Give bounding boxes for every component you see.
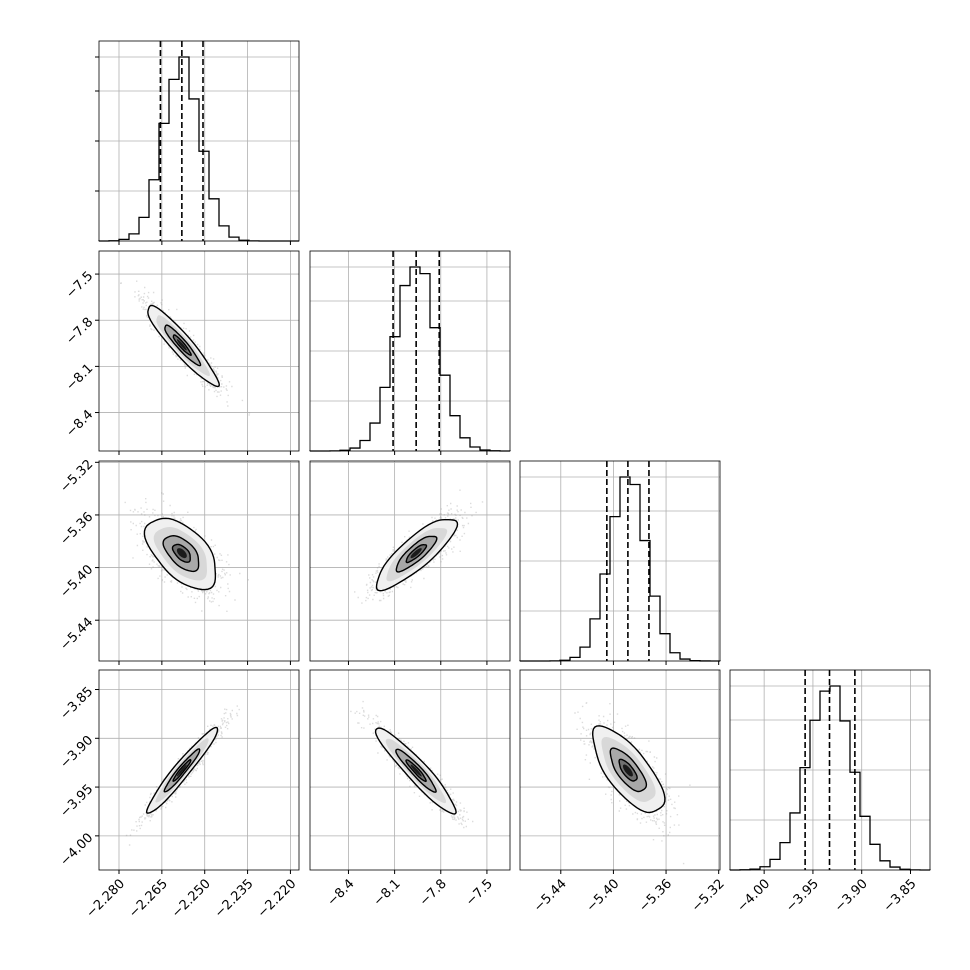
density-peak: [622, 764, 633, 777]
contour-line: [395, 748, 437, 793]
density-peak: [410, 764, 422, 777]
contour-line: [143, 517, 217, 591]
density-peak: [176, 339, 187, 351]
histogram-step-line: [520, 476, 721, 662]
panel-frame: [309, 669, 511, 871]
histogram-panel-2: [309, 250, 511, 452]
x-tick-label: −8.1: [371, 876, 404, 909]
contour-line: [162, 534, 200, 573]
y-tick-label: −7.5: [63, 269, 96, 302]
contour-line: [405, 544, 428, 564]
panel-frame: [98, 250, 300, 452]
contour-line: [145, 726, 219, 814]
density-peak: [410, 548, 422, 559]
y-tick-label: −8.1: [63, 361, 96, 394]
y-tick-label: −5.32: [58, 457, 97, 496]
contour-line: [164, 324, 202, 367]
y-tick-label: −3.95: [58, 782, 97, 821]
x-tick-label: −2.265: [126, 876, 171, 921]
x-tick-label: −5.32: [689, 876, 728, 915]
scatter-panel-3-1: [98, 460, 300, 662]
histogram-step-line: [309, 266, 511, 452]
contour-line: [609, 747, 648, 793]
density-peak: [176, 764, 187, 777]
x-tick-label: −3.95: [783, 876, 822, 915]
y-tick-label: −8.4: [63, 407, 96, 440]
histogram-panel-3: [519, 460, 721, 662]
panel-frame: [309, 250, 511, 452]
contour-line: [172, 759, 192, 782]
x-tick-label: −8.4: [325, 876, 358, 909]
y-tick-label: −5.40: [58, 562, 97, 601]
x-tick-label: −2.250: [169, 876, 214, 921]
x-tick-label: −5.44: [531, 876, 570, 915]
panel-frame: [519, 460, 721, 662]
panel-frame: [98, 669, 300, 871]
panel-frame: [98, 460, 300, 662]
panel-frame: [519, 669, 721, 871]
x-tick-label: −7.8: [417, 876, 450, 909]
x-tick-label: −3.85: [881, 876, 920, 915]
x-tick-label: −3.90: [832, 876, 871, 915]
histogram-panel-1: [98, 40, 300, 242]
y-tick-label: −7.8: [63, 315, 96, 348]
y-tick-label: −5.44: [58, 615, 97, 654]
x-tick-label: −2.220: [255, 876, 300, 921]
contour-line: [172, 334, 192, 357]
x-tick-label: −4.00: [734, 876, 773, 915]
contour-line: [147, 304, 221, 388]
panel-frame: [309, 460, 511, 662]
scatter-panel-4-1: [98, 669, 300, 871]
scatter-panel-4-2: [309, 669, 511, 871]
contour-line: [591, 725, 666, 814]
contour-line: [374, 727, 457, 815]
x-tick-label: −5.40: [584, 876, 623, 915]
y-tick-label: −4.00: [58, 831, 97, 870]
x-tick-label: −7.5: [463, 876, 496, 909]
scatter-panel-4-3: [519, 669, 721, 871]
contour-line: [171, 543, 191, 563]
scatter-panel-2-1: [98, 250, 300, 452]
y-tick-label: −5.36: [58, 510, 97, 549]
x-tick-label: −5.36: [636, 876, 675, 915]
contour-line: [395, 535, 438, 573]
contour-line: [618, 758, 638, 782]
x-tick-label: −2.235: [212, 876, 257, 921]
contour-line: [375, 519, 459, 592]
density-peak: [176, 548, 187, 559]
histogram-step-line: [98, 56, 299, 242]
contour-line: [405, 759, 427, 783]
scatter-panel-3-2: [309, 460, 511, 662]
contour-line: [163, 748, 201, 793]
y-tick-label: −3.90: [58, 733, 97, 772]
y-tick-label: −3.85: [58, 684, 97, 723]
panel-frame: [729, 669, 931, 871]
histogram-panel-4: [729, 669, 931, 871]
x-tick-label: −2.280: [83, 876, 128, 921]
